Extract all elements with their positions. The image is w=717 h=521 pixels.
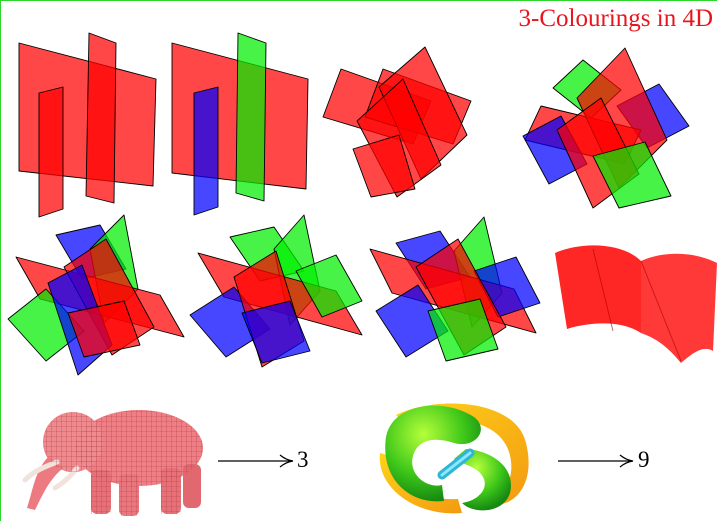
surface-fold [640,260,682,362]
torus-surface [379,403,529,514]
figure-red-blue-green-planes [171,32,309,216]
figure-coloured-arrangement-b [189,214,363,368]
surface-fold [592,248,614,332]
figure-red-plane-arrangement [322,46,472,198]
plane [592,141,672,209]
figure-two-red-planes [18,32,157,218]
plane [67,300,141,358]
figure-coloured-plane-arrangement [522,47,690,209]
plane [352,134,416,198]
figure-coloured-arrangement-a [7,214,185,376]
arrow-icon [218,454,294,468]
curved-surface-right [641,253,717,363]
plane [85,32,117,204]
plane [235,32,267,202]
torus-knot-surface-icon [379,403,529,514]
slide-title: 3-Colourings in 4D [518,5,713,32]
plane [427,298,499,362]
plane [295,254,363,318]
plane [38,86,64,218]
plane [241,300,311,364]
elephant-mesh-icon [22,410,203,516]
elephant-body [22,410,203,516]
elephant-colouring-count: 3 [297,447,309,472]
arrow-icon [558,454,634,468]
torus-colouring-count: 9 [638,447,650,472]
plane [193,86,219,216]
figure-coloured-arrangement-c [369,216,541,362]
curved-surface-left [555,245,641,333]
figure-curved-red-surface [555,245,717,363]
